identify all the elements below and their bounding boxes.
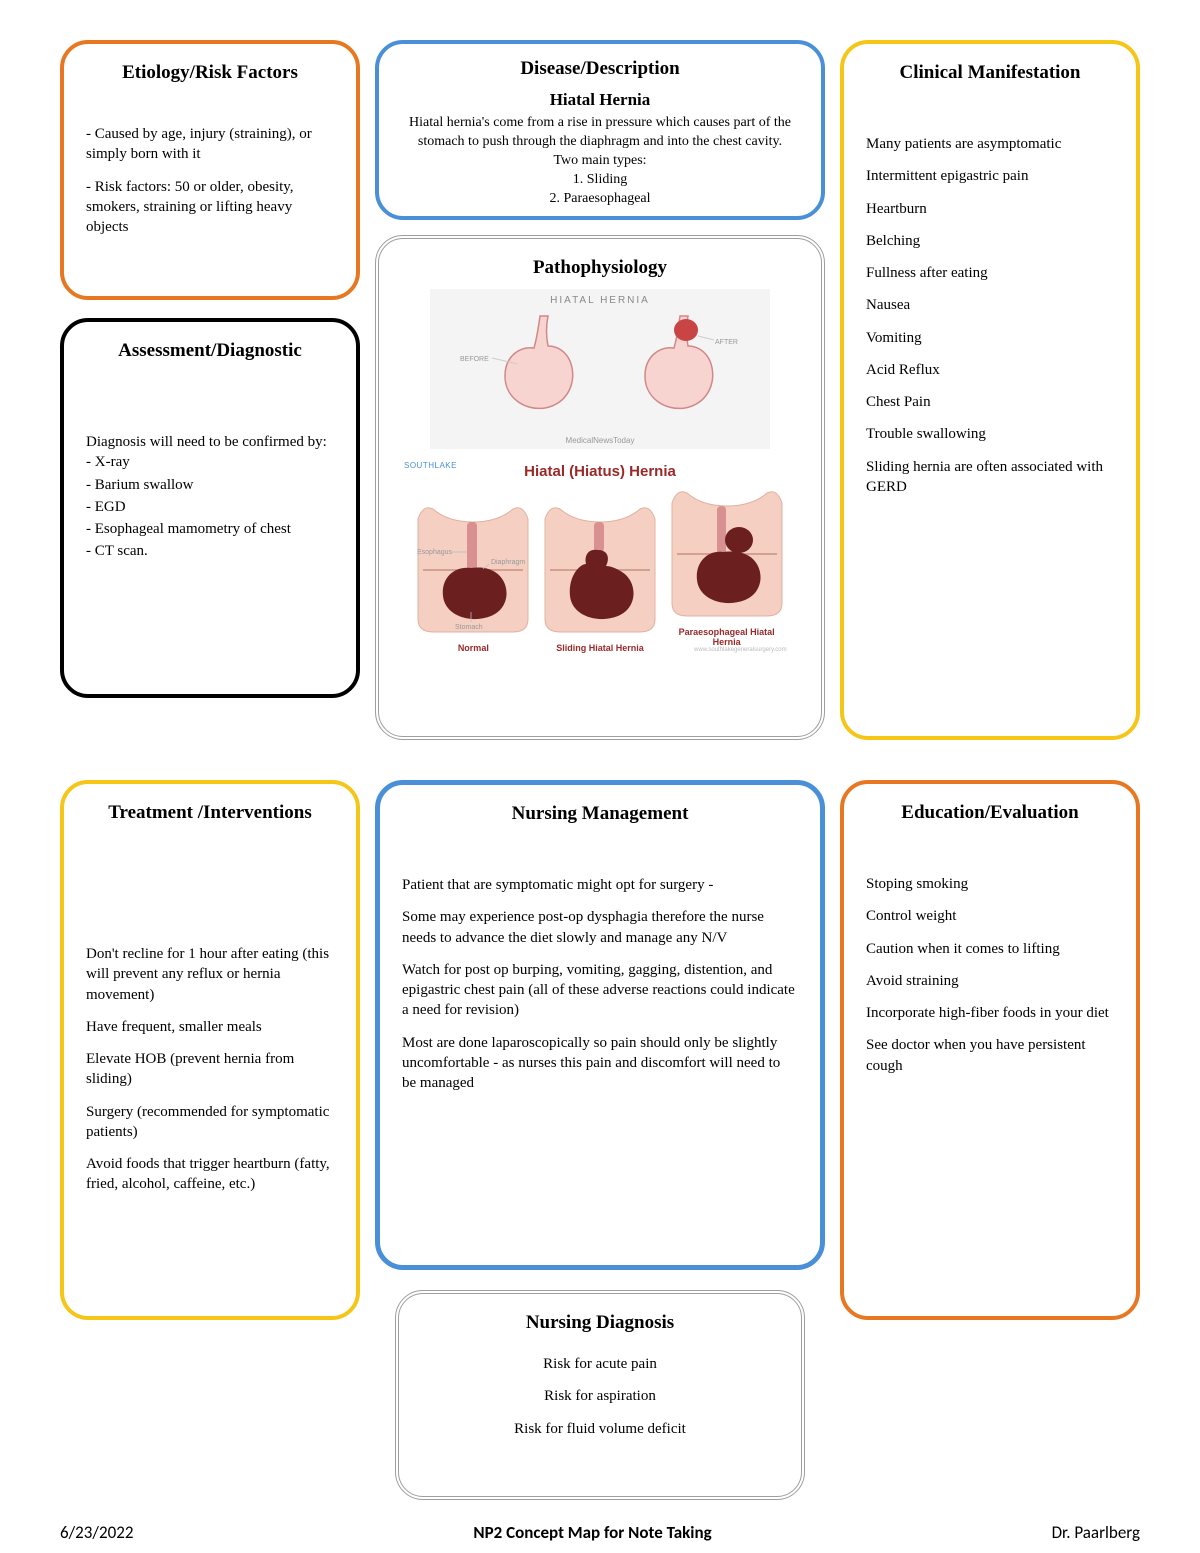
- assessment-title: Assessment/Diagnostic: [86, 340, 334, 362]
- disease-desc: Hiatal hernia's come from a rise in pres…: [409, 114, 791, 152]
- clinical-item: Heartburn: [866, 199, 1114, 219]
- clinical-item: Trouble swallowing: [866, 424, 1114, 444]
- disease-title: Disease/Description: [409, 58, 791, 80]
- diag2-sub: www.southlakegeneralsurgery.com: [667, 647, 787, 653]
- diag1-title: HIATAL HERNIA: [430, 289, 770, 306]
- diag2-logo: SOUTHLAKE: [404, 461, 457, 470]
- disease-subtitle: Hiatal Hernia: [409, 90, 791, 110]
- torso-paraesophageal: [667, 488, 787, 618]
- svg-text:Diaphragm: Diaphragm: [491, 559, 525, 566]
- nursing-mgmt-item: Watch for post op burping, vomiting, gag…: [402, 960, 798, 1021]
- svg-text:AFTER: AFTER: [715, 339, 738, 346]
- clinical-item: Chest Pain: [866, 392, 1114, 412]
- clinical-title: Clinical Manifestation: [866, 62, 1114, 84]
- nursing-mgmt-item: Most are done laparoscopically so pain s…: [402, 1033, 798, 1094]
- etiology-box: Etiology/Risk Factors - Caused by age, i…: [60, 40, 360, 300]
- diag1-footer: MedicalNewsToday: [430, 436, 770, 445]
- nursing-mgmt-box: Nursing Management Patient that are symp…: [375, 780, 825, 1270]
- patho-diagram-before-after: HIATAL HERNIA BEFORE AFTER MedicalNewsTo…: [430, 289, 770, 449]
- patho-diagram-types: SOUTHLAKE Hiatal (Hiatus) Hernia Esophag…: [410, 463, 790, 653]
- nursing-dx-box: Nursing Diagnosis Risk for acute pain Ri…: [395, 1290, 805, 1500]
- nursing-mgmt-title: Nursing Management: [402, 803, 798, 825]
- clinical-item: Many patients are asymptomatic: [866, 134, 1114, 154]
- nursing-dx-item: Risk for acute pain: [421, 1354, 779, 1374]
- clinical-item: Nausea: [866, 295, 1114, 315]
- nursing-dx-title: Nursing Diagnosis: [421, 1312, 779, 1334]
- education-item: See doctor when you have persistent coug…: [866, 1035, 1114, 1076]
- nursing-dx-item: Risk for aspiration: [421, 1386, 779, 1406]
- treatment-item: Don't recline for 1 hour after eating (t…: [86, 944, 334, 1005]
- treatment-title: Treatment /Interventions: [86, 802, 334, 824]
- clinical-box: Clinical Manifestation Many patients are…: [840, 40, 1140, 740]
- assessment-item: - Barium swallow: [86, 475, 334, 495]
- education-box: Education/Evaluation Stoping smoking Con…: [840, 780, 1140, 1320]
- treatment-item: Have frequent, smaller meals: [86, 1017, 334, 1037]
- education-item: Control weight: [866, 906, 1114, 926]
- clinical-item: Belching: [866, 231, 1114, 251]
- clinical-item: Fullness after eating: [866, 263, 1114, 283]
- patho-title: Pathophysiology: [401, 257, 799, 279]
- diag1-svg: BEFORE AFTER: [430, 306, 770, 426]
- education-title: Education/Evaluation: [866, 802, 1114, 824]
- treatment-box: Treatment /Interventions Don't recline f…: [60, 780, 360, 1320]
- education-item: Stoping smoking: [866, 874, 1114, 894]
- disease-types-label: Two main types:: [409, 152, 791, 171]
- footer: 6/23/2022 NP2 Concept Map for Note Takin…: [60, 1522, 1140, 1543]
- disease-type2: 2. Paraesophageal: [409, 190, 791, 209]
- diag2-title: Hiatal (Hiatus) Hernia: [410, 463, 790, 480]
- education-item: Incorporate high-fiber foods in your die…: [866, 1003, 1114, 1023]
- treatment-item: Elevate HOB (prevent hernia from sliding…: [86, 1049, 334, 1090]
- footer-date: 6/23/2022: [60, 1522, 133, 1543]
- assessment-box: Assessment/Diagnostic Diagnosis will nee…: [60, 318, 360, 698]
- diag2-cap: Normal: [413, 643, 533, 653]
- etiology-p2: - Risk factors: 50 or older, obesity, sm…: [86, 177, 334, 238]
- clinical-item: Sliding hernia are often associated with…: [866, 457, 1114, 498]
- clinical-item: Vomiting: [866, 328, 1114, 348]
- patho-box: Pathophysiology HIATAL HERNIA BEFORE AFT…: [375, 235, 825, 740]
- diag2-cap: Sliding Hiatal Hernia: [540, 643, 660, 653]
- diag2-cap: Paraesophageal Hiatal Hernia: [667, 627, 787, 647]
- assessment-item: - Esophageal mamometry of chest: [86, 519, 334, 539]
- clinical-item: Intermittent epigastric pain: [866, 166, 1114, 186]
- disease-type1: 1. Sliding: [409, 171, 791, 190]
- disease-box: Disease/Description Hiatal Hernia Hiatal…: [375, 40, 825, 220]
- footer-author: Dr. Paarlberg: [1052, 1522, 1140, 1543]
- education-item: Caution when it comes to lifting: [866, 939, 1114, 959]
- svg-text:Stomach: Stomach: [455, 624, 483, 631]
- assessment-item: - X-ray: [86, 452, 334, 472]
- treatment-item: Avoid foods that trigger heartburn (fatt…: [86, 1154, 334, 1195]
- assessment-intro: Diagnosis will need to be confirmed by:: [86, 432, 334, 452]
- clinical-list: Many patients are asymptomatic Intermitt…: [866, 134, 1114, 497]
- nursing-mgmt-item: Patient that are symptomatic might opt f…: [402, 875, 798, 895]
- nursing-dx-item: Risk for fluid volume deficit: [421, 1419, 779, 1439]
- svg-text:Esophagus: Esophagus: [417, 549, 453, 556]
- assessment-item: - CT scan.: [86, 541, 334, 561]
- etiology-title: Etiology/Risk Factors: [86, 62, 334, 84]
- assessment-item: - EGD: [86, 497, 334, 517]
- etiology-p1: - Caused by age, injury (straining), or …: [86, 124, 334, 165]
- svg-text:BEFORE: BEFORE: [460, 356, 489, 363]
- clinical-item: Acid Reflux: [866, 360, 1114, 380]
- nursing-mgmt-item: Some may experience post-op dysphagia th…: [402, 907, 798, 948]
- footer-title: NP2 Concept Map for Note Taking: [473, 1522, 711, 1543]
- torso-normal: Esophagus Diaphragm Stomach: [413, 504, 533, 634]
- torso-sliding: [540, 504, 660, 634]
- treatment-item: Surgery (recommended for symptomatic pat…: [86, 1102, 334, 1143]
- education-item: Avoid straining: [866, 971, 1114, 991]
